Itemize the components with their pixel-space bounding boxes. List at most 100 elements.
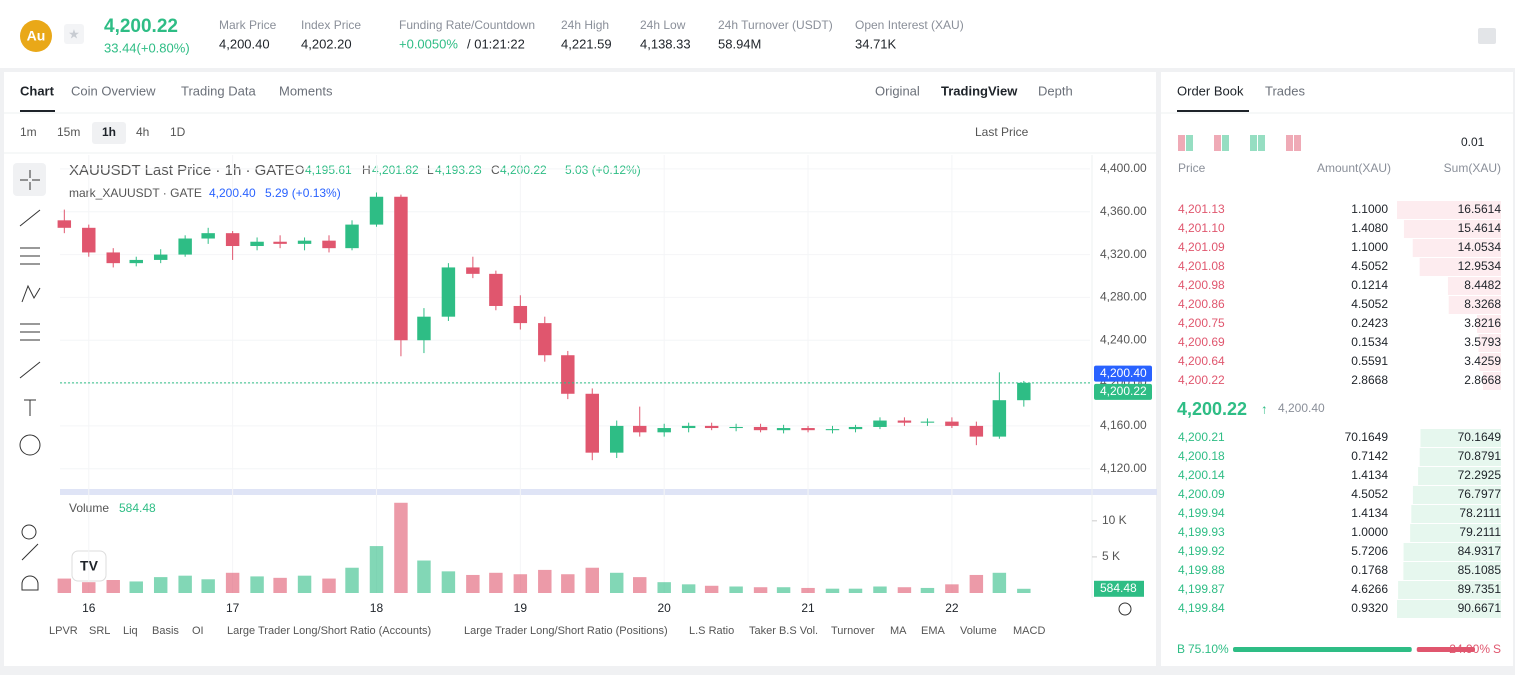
depth-bar <box>1447 277 1501 295</box>
ob-tab-underline <box>1177 110 1249 112</box>
indicator[interactable]: Volume <box>960 625 997 637</box>
price-type[interactable]: Last Price <box>975 125 1029 139</box>
candle-body <box>776 428 791 431</box>
view-tab[interactable]: TradingView <box>941 83 1018 98</box>
volume-bar <box>201 579 215 593</box>
volume-bar <box>322 578 336 593</box>
interval[interactable]: 15m <box>57 125 80 139</box>
volume-bar <box>657 582 671 593</box>
ob-sum: 70.8791 <box>1458 449 1502 463</box>
indicator[interactable]: EMA <box>921 625 946 637</box>
indicator[interactable]: LPVR <box>49 625 78 637</box>
x-tick-label: 21 <box>801 601 815 615</box>
ohlc-key: C <box>491 163 500 177</box>
ob-amount: 5.7206 <box>1351 544 1388 558</box>
volume-bar <box>538 569 552 593</box>
ob-view[interactable] <box>1222 135 1229 151</box>
interval[interactable]: 4h <box>136 125 149 139</box>
indicator[interactable]: MA <box>890 625 907 637</box>
ob-sum: 78.2111 <box>1459 506 1501 520</box>
indicator[interactable]: OI <box>192 625 204 637</box>
ohlc-key: H <box>362 163 371 177</box>
settings-icon[interactable] <box>1118 602 1132 616</box>
chart-tab[interactable]: Coin Overview <box>71 83 156 98</box>
ob-price: 4,199.84 <box>1178 601 1225 615</box>
chart-tab[interactable]: Moments <box>279 83 333 98</box>
ob-precision[interactable]: 0.01 <box>1461 135 1485 149</box>
indicator[interactable]: Large Trader Long/Short Ratio (Accounts) <box>227 625 431 637</box>
crosshair-tool[interactable] <box>13 163 46 196</box>
zoom-tool[interactable] <box>21 524 37 540</box>
ob-view[interactable] <box>1286 135 1293 151</box>
volume-bar <box>633 577 647 593</box>
volume-bar <box>129 581 143 593</box>
ob-view[interactable] <box>1178 135 1185 151</box>
indicator[interactable]: Large Trader Long/Short Ratio (Positions… <box>464 625 668 637</box>
stat-label: Index Price <box>301 18 361 32</box>
indicator[interactable]: MACD <box>1013 625 1045 637</box>
volume-bar <box>992 572 1007 593</box>
candle-body <box>897 420 912 423</box>
ob-sum: 3.5793 <box>1464 335 1501 349</box>
candle-body <box>920 421 935 423</box>
ob-tab[interactable]: Order Book <box>1177 83 1244 98</box>
interval[interactable]: 1h <box>102 125 116 139</box>
volume-bar <box>106 580 120 593</box>
volume-bar <box>945 584 959 593</box>
ob-sum: 72.2925 <box>1458 468 1502 482</box>
x-tick-label: 22 <box>945 601 959 615</box>
depth-bar <box>1479 353 1501 371</box>
indicator[interactable]: Liq <box>123 625 138 637</box>
last-price: 4,200.22 <box>104 16 178 37</box>
ob-price: 4,200.69 <box>1178 335 1225 349</box>
menu-icon[interactable] <box>1478 28 1496 44</box>
x-tick-label: 18 <box>370 601 384 615</box>
view-tab[interactable]: Original <box>875 83 920 98</box>
volume-bar <box>848 588 863 593</box>
ob-view[interactable] <box>1250 135 1257 151</box>
ob-amount: 1.4080 <box>1351 221 1388 235</box>
view-tab[interactable]: Depth <box>1038 83 1073 98</box>
volume-bar <box>729 586 743 593</box>
interval[interactable]: 1D <box>170 125 186 139</box>
indicator[interactable]: SRL <box>89 625 110 637</box>
candle-body <box>322 240 336 249</box>
volume-bar <box>1017 588 1031 593</box>
chart-tab[interactable]: Trading Data <box>181 83 256 98</box>
chart-panel <box>4 72 1156 666</box>
ob-amount: 4.5052 <box>1351 259 1388 273</box>
ohlc-value: 4,201.82 <box>372 163 419 177</box>
interval[interactable]: 1m <box>20 125 37 139</box>
ratio-buy-label: B <box>1177 642 1185 656</box>
drawing-tools[interactable] <box>19 209 41 591</box>
volume-value: 584.48 <box>119 501 156 515</box>
ob-price: 4,201.08 <box>1178 259 1225 273</box>
candle-body <box>466 267 480 274</box>
indicator[interactable]: L.S Ratio <box>689 625 734 637</box>
indicator[interactable]: Taker B.S Vol. <box>749 625 818 637</box>
y-tick-label: 4,320.00 <box>1100 247 1147 261</box>
favorite-button[interactable] <box>64 24 84 44</box>
legend-change: 5.03 (+0.12%) <box>565 163 641 177</box>
candle-body <box>417 316 431 341</box>
candle-body <box>513 305 528 324</box>
depth-bar <box>1410 524 1501 542</box>
coin-symbol: Au <box>27 28 46 44</box>
y-tick-label: 4,160.00 <box>1100 418 1147 432</box>
depth-bar <box>1403 562 1501 580</box>
ob-tab[interactable]: Trades <box>1265 83 1305 98</box>
depth-bar <box>1478 334 1501 352</box>
chart-tab[interactable]: Chart <box>20 83 55 98</box>
ob-sum: 8.3268 <box>1464 297 1501 311</box>
ob-price: 4,199.94 <box>1178 506 1225 520</box>
indicator[interactable]: Basis <box>152 625 179 637</box>
ob-view[interactable] <box>1214 135 1221 151</box>
ob-view[interactable] <box>1258 135 1265 151</box>
emoji-tool[interactable] <box>19 434 41 456</box>
candle-body <box>704 425 719 429</box>
ob-view[interactable] <box>1186 135 1193 151</box>
indicator[interactable]: Turnover <box>831 625 875 637</box>
volume-tick-label: 5 K <box>1102 549 1120 563</box>
ob-price: 4,201.10 <box>1178 221 1225 235</box>
ob-view[interactable] <box>1294 135 1301 151</box>
